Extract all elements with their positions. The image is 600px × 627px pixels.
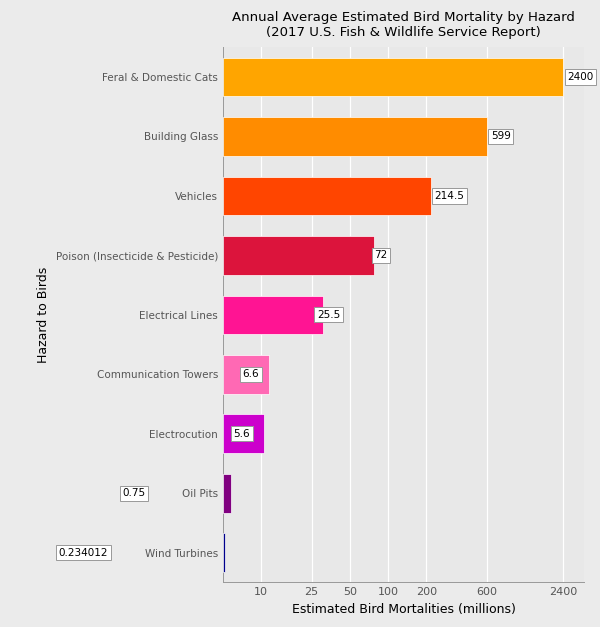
X-axis label: Estimated Bird Mortalities (millions): Estimated Bird Mortalities (millions) xyxy=(292,603,515,616)
Text: 214.5: 214.5 xyxy=(434,191,464,201)
Bar xyxy=(223,117,487,155)
Bar xyxy=(223,236,374,275)
Text: 2400: 2400 xyxy=(568,72,593,82)
Bar xyxy=(223,177,431,215)
Bar xyxy=(223,534,226,572)
Bar xyxy=(223,355,269,394)
Bar xyxy=(223,58,563,97)
Bar xyxy=(223,414,265,453)
Bar xyxy=(223,295,323,334)
Text: 5.6: 5.6 xyxy=(233,429,250,439)
Text: 0.75: 0.75 xyxy=(122,488,146,498)
Text: 72: 72 xyxy=(374,250,388,260)
Text: 599: 599 xyxy=(491,132,511,142)
Y-axis label: Hazard to Birds: Hazard to Birds xyxy=(37,266,50,363)
Title: Annual Average Estimated Bird Mortality by Hazard
(2017 U.S. Fish & Wildlife Ser: Annual Average Estimated Bird Mortality … xyxy=(232,11,575,39)
Text: 0.234012: 0.234012 xyxy=(59,548,108,558)
Text: 6.6: 6.6 xyxy=(242,369,259,379)
Text: 25.5: 25.5 xyxy=(317,310,340,320)
Bar xyxy=(223,474,230,513)
